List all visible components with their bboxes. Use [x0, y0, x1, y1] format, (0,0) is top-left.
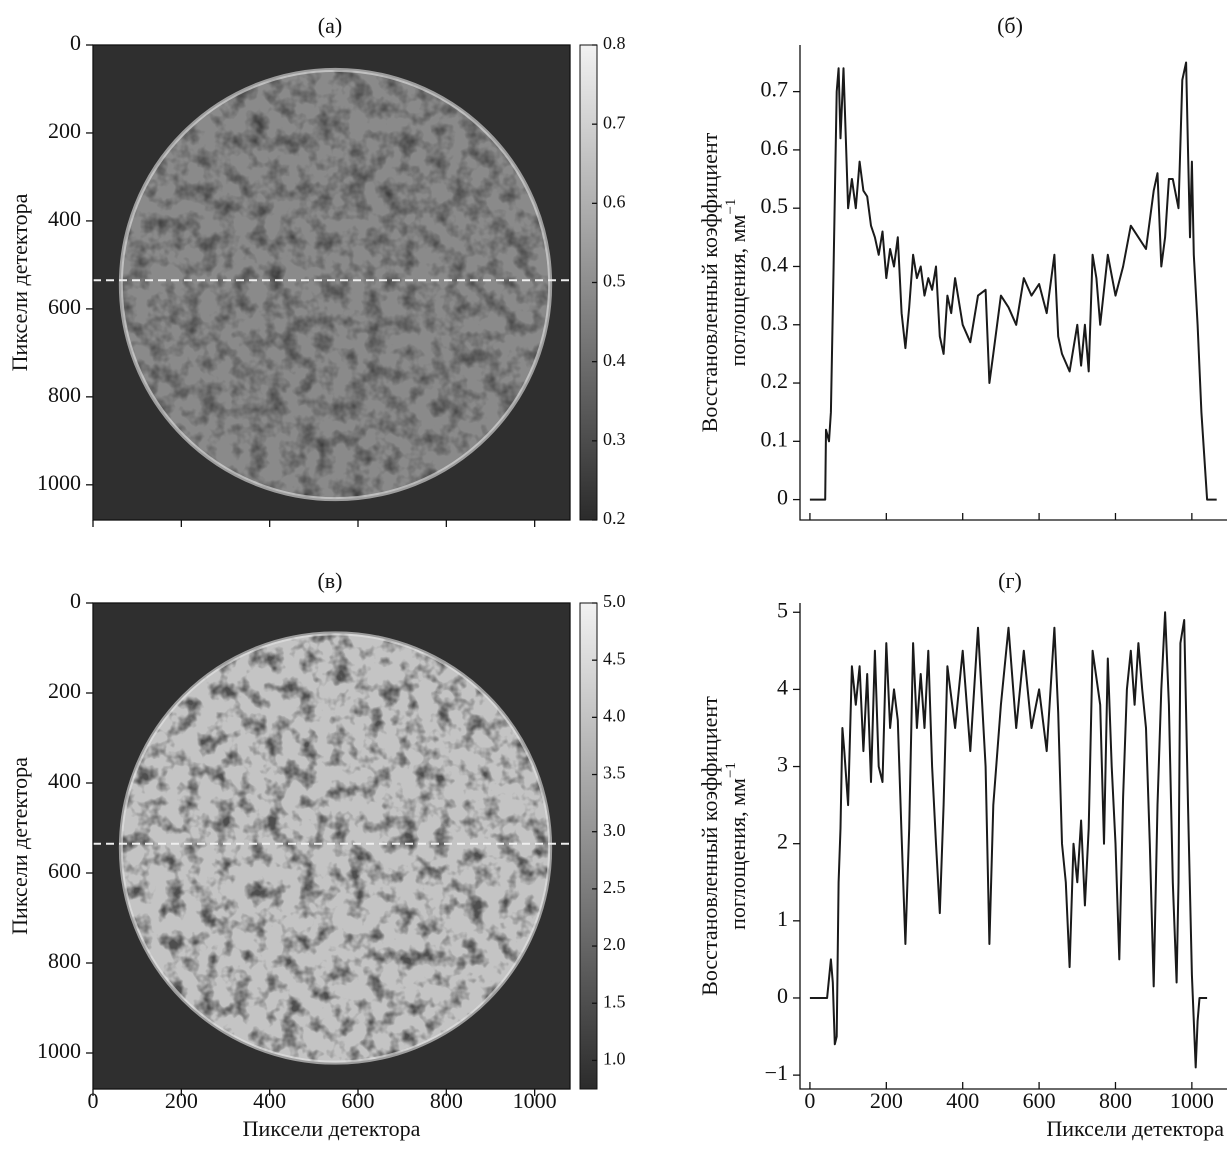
- y-axis-label-line: Восстановленный коэффициент: [697, 132, 722, 432]
- y-axis-label-line: поглощения, мм−1: [723, 199, 750, 367]
- x-tick-label: 600: [1023, 1088, 1056, 1113]
- colorbar-tick-label: 0.2: [603, 508, 626, 528]
- colorbar-tick-label: 1.0: [603, 1049, 626, 1069]
- y-axis-label: Восстановленный коэффициент поглощения, м…: [697, 132, 750, 432]
- y-tick-label: 0.4: [761, 252, 789, 277]
- panel-title: (в): [317, 568, 342, 593]
- x-tick-label: 200: [165, 1088, 198, 1113]
- colorbar-tick-label: 3.0: [603, 820, 626, 840]
- y-tick-label: 0.1: [761, 426, 789, 451]
- profile-curve: [809, 611, 1208, 1069]
- x-tick-label: 1000: [513, 1088, 557, 1113]
- y-tick-label: 400: [48, 206, 81, 231]
- y-tick-label: 0: [777, 485, 788, 510]
- x-axis-label: Пиксели детектора: [1046, 1116, 1224, 1141]
- x-tick-label: 200: [870, 1088, 903, 1113]
- colorbar-tick-label: 3.5: [603, 763, 626, 783]
- y-tick-label: 4: [777, 674, 788, 699]
- y-tick-label: 0: [777, 983, 788, 1008]
- y-tick-label: 400: [48, 768, 81, 793]
- sample-texture: [121, 633, 550, 1062]
- x-tick-label: 0: [804, 1088, 815, 1113]
- x-axis-label: Пиксели детектора: [243, 1116, 421, 1141]
- y-axis-label: Восстановленный коэффициент поглощения, м…: [697, 696, 750, 996]
- y-tick-label: 0: [70, 588, 81, 613]
- y-tick-label: 0: [70, 30, 81, 55]
- x-tick-label: 400: [253, 1088, 286, 1113]
- y-tick-label: 200: [48, 118, 81, 143]
- x-tick-label: 600: [342, 1088, 375, 1113]
- y-tick-label: 800: [48, 382, 81, 407]
- sample-rim: [118, 631, 553, 1065]
- colorbar-tick-label: 0.3: [603, 429, 626, 449]
- x-tick-label: 1000: [1170, 1088, 1214, 1113]
- colorbar-tick-label: 4.5: [603, 648, 626, 668]
- panel-title: (б): [997, 13, 1023, 38]
- y-tick-label: 0.2: [761, 368, 789, 393]
- y-tick-label: 1000: [37, 1038, 81, 1063]
- colorbar-tick-label: 0.8: [603, 33, 626, 53]
- y-axis-label: Пиксели детектора: [7, 193, 32, 371]
- y-tick-label: 0.6: [761, 135, 789, 160]
- y-tick-label: 0.3: [761, 310, 789, 335]
- panel-title: (г): [998, 568, 1022, 593]
- y-tick-label: 600: [48, 294, 81, 319]
- sample-rim: [118, 67, 553, 502]
- y-tick-label: 0.7: [761, 77, 789, 102]
- x-tick-label: 400: [946, 1088, 979, 1113]
- y-tick-label: 0.5: [761, 193, 789, 218]
- y-axis-label: Пиксели детектора: [7, 757, 32, 935]
- colorbar-tick-label: 5.0: [603, 591, 626, 611]
- y-tick-label: 600: [48, 858, 81, 883]
- sample-texture: [121, 70, 550, 499]
- colorbar-tick-label: 0.7: [603, 112, 626, 132]
- y-tick-label: 800: [48, 948, 81, 973]
- y-tick-label: 200: [48, 678, 81, 703]
- colorbar-tick-label: 0.4: [603, 350, 626, 370]
- colorbar-tick-label: 2.5: [603, 877, 626, 897]
- colorbar-tick-label: 1.5: [603, 991, 626, 1011]
- y-axis-label-superscript: −1: [723, 762, 739, 778]
- y-tick-label: 2: [777, 829, 788, 854]
- x-tick-label: 800: [1099, 1088, 1132, 1113]
- axis-spines: [799, 45, 1227, 521]
- axis-spines: [799, 603, 1227, 1090]
- y-axis-label-line: поглощения, мм−1: [723, 762, 750, 930]
- y-axis-label-line: Восстановленный коэффициент: [697, 696, 722, 996]
- colorbar-tick-label: 4.0: [603, 705, 626, 725]
- y-axis-label-text: поглощения, мм: [725, 214, 750, 366]
- y-axis-label-text: поглощения, мм: [725, 778, 750, 930]
- panel-title: (а): [318, 13, 342, 38]
- x-tick-label: 800: [430, 1088, 463, 1113]
- y-tick-label: −1: [765, 1060, 788, 1085]
- y-tick-label: 1: [777, 906, 788, 931]
- x-tick-label: 0: [88, 1088, 99, 1113]
- y-tick-label: 1000: [37, 470, 81, 495]
- image-frame: [92, 44, 571, 521]
- colorbar-tick-label: 2.0: [603, 934, 626, 954]
- colorbar: [579, 602, 598, 1090]
- y-tick-label: 3: [777, 752, 788, 777]
- profile-curve: [809, 61, 1217, 501]
- y-tick-label: 5: [777, 597, 788, 622]
- y-axis-label-superscript: −1: [723, 199, 739, 215]
- colorbar-tick-label: 0.6: [603, 191, 626, 211]
- colorbar-tick-label: 0.5: [603, 271, 626, 291]
- image-frame: [92, 602, 571, 1090]
